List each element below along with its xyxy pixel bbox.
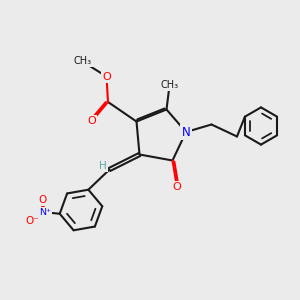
Text: N: N bbox=[182, 125, 190, 139]
Text: O⁻: O⁻ bbox=[25, 216, 39, 226]
Text: CH₃: CH₃ bbox=[160, 80, 178, 91]
Text: O: O bbox=[38, 195, 46, 205]
Text: CH₃: CH₃ bbox=[74, 56, 92, 67]
Text: N⁺: N⁺ bbox=[39, 208, 51, 217]
Text: O: O bbox=[102, 71, 111, 82]
Text: H: H bbox=[99, 161, 107, 171]
Text: O: O bbox=[172, 182, 182, 193]
Text: O: O bbox=[87, 116, 96, 127]
